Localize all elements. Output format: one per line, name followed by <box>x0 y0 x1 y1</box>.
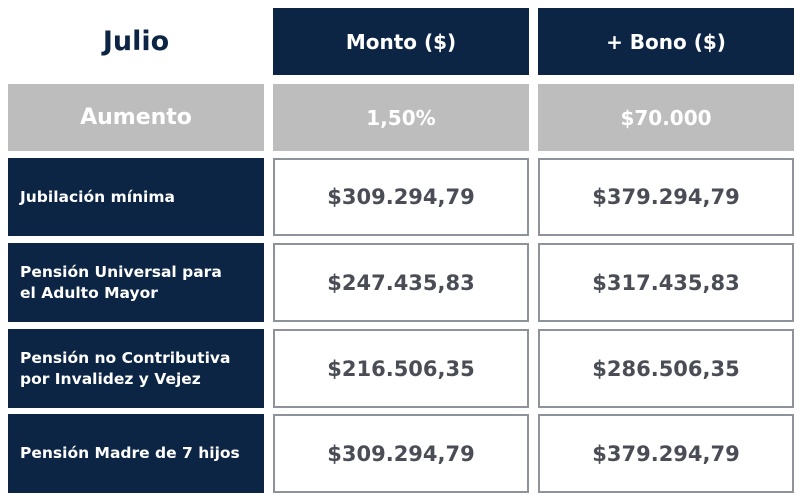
row-label-jubilacion-minima: Jubilación mínima <box>8 158 264 236</box>
aumento-label: Aumento <box>8 84 264 151</box>
row-label-line: por Invalidez y Vejez <box>20 369 201 388</box>
row-monto: $309.294,79 <box>273 414 529 493</box>
column-header-monto: Monto ($) <box>273 8 529 75</box>
row-monto: $247.435,83 <box>273 243 529 322</box>
row-con-bono: $379.294,79 <box>538 158 794 236</box>
row-monto: $309.294,79 <box>273 158 529 236</box>
row-label-puam: Pensión Universal para el Adulto Mayor <box>8 243 264 322</box>
row-con-bono: $286.506,35 <box>538 329 794 408</box>
row-label-line: Jubilación mínima <box>20 187 175 206</box>
row-con-bono: $379.294,79 <box>538 414 794 493</box>
month-title: Julio <box>102 26 170 57</box>
row-label-line: el Adulto Mayor <box>20 283 158 302</box>
row-monto: $216.506,35 <box>273 329 529 408</box>
column-header-bono: + Bono ($) <box>538 8 794 75</box>
row-con-bono: $317.435,83 <box>538 243 794 322</box>
row-label-pension-no-contributiva: Pensión no Contributiva por Invalidez y … <box>8 329 264 408</box>
aumento-percent: 1,50% <box>273 84 529 151</box>
row-label-line: Pensión Madre de 7 hijos <box>20 444 240 462</box>
row-label-line: Pensión no Contributiva <box>20 348 231 367</box>
aumento-bono: $70.000 <box>538 84 794 151</box>
row-label-line: Pensión Universal para <box>20 262 222 281</box>
row-label-pension-madre: Pensión Madre de 7 hijos <box>8 414 264 493</box>
